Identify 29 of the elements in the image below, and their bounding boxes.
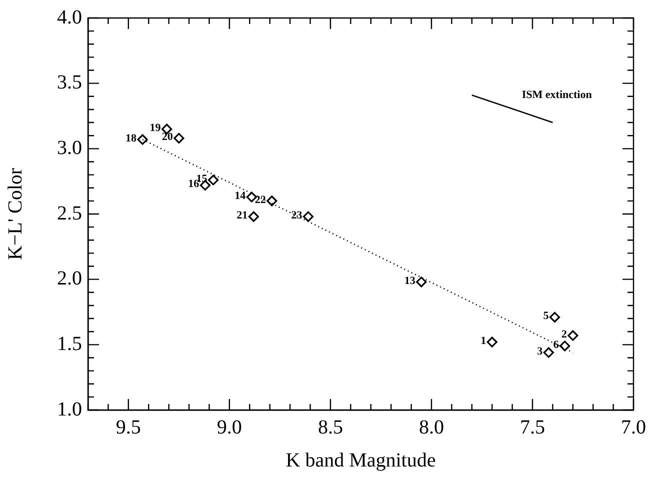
annotation: 22: [254, 194, 266, 206]
annotation: 5: [543, 310, 550, 322]
x-tick-label: 9.0: [216, 416, 242, 438]
annotation: 18: [126, 132, 138, 144]
x-axis-title: K band Magnitude: [286, 449, 436, 472]
annotation: 14: [234, 190, 246, 202]
annotation: 19: [150, 122, 162, 134]
annotation: 23: [291, 209, 303, 222]
y-tick-label: 3.5: [57, 72, 82, 94]
annotation: 2: [561, 328, 568, 340]
y-tick-label: 1.5: [57, 332, 82, 355]
y-tick-label: 3.0: [57, 136, 82, 159]
x-tick-label: 7.5: [520, 416, 545, 438]
y-axis-title: K−L' Color: [4, 168, 26, 260]
annotation: 6: [553, 338, 560, 351]
annotation: 13: [404, 274, 416, 287]
annotation: 20: [162, 131, 174, 144]
x-tick-label: 8.0: [418, 416, 444, 438]
y-tick-label: 2.0: [57, 268, 82, 290]
x-tick-label: 8.5: [318, 416, 343, 438]
annotation: 21: [236, 209, 248, 222]
annotation: 3: [537, 345, 544, 358]
y-tick-label: 4.0: [57, 6, 82, 28]
series-label: ISM extinction: [522, 88, 592, 101]
x-tick-label: 9.5: [116, 416, 141, 438]
y-tick-label: 1.0: [57, 398, 82, 420]
annotation: 1: [480, 334, 486, 347]
y-tick-label: 2.5: [57, 202, 82, 224]
x-tick-label: 7.0: [621, 416, 646, 438]
